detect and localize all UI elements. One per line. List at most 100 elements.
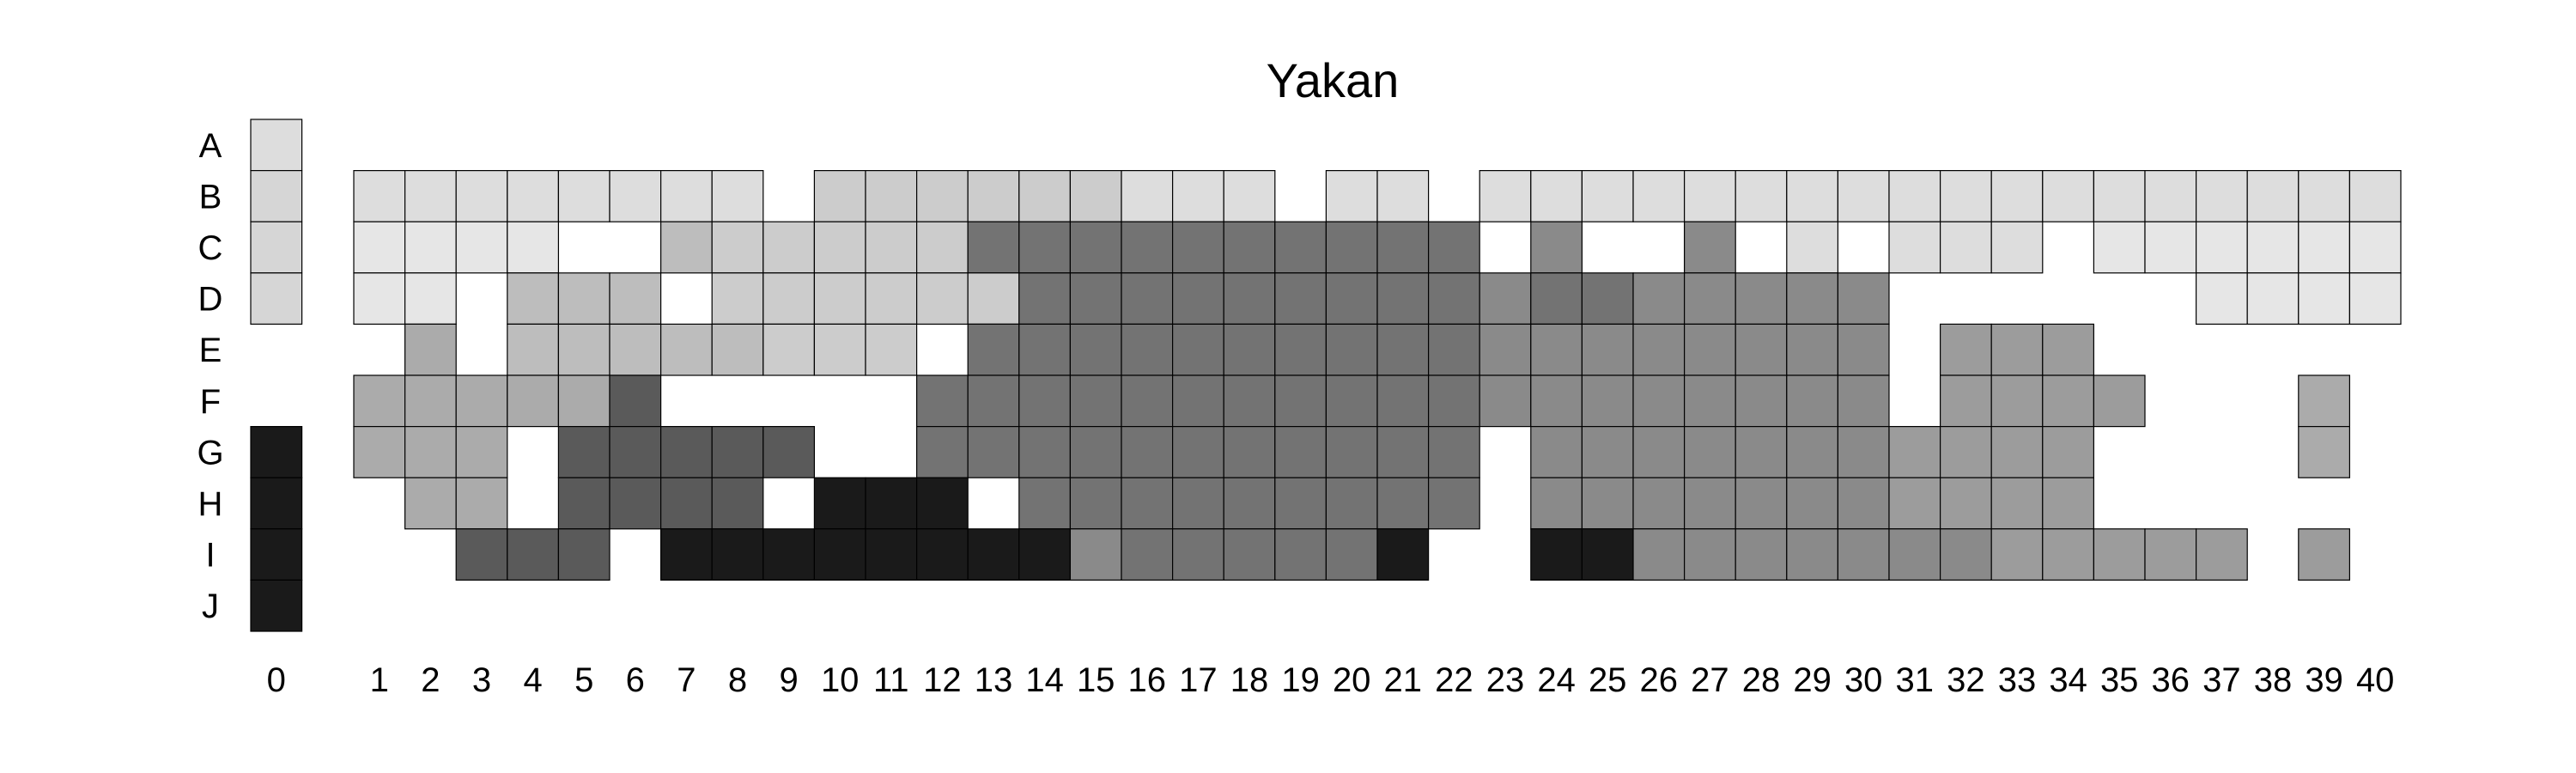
- heatmap-cell-F-30: [1837, 374, 1890, 428]
- heatmap-cell-G-25: [1581, 426, 1634, 478]
- heatmap-cell-C-11: [865, 221, 918, 274]
- heatmap-cell-F-29: [1786, 374, 1839, 428]
- heatmap-cell-C-33: [1990, 221, 2044, 274]
- heatmap-cell-I-25: [1581, 528, 1634, 581]
- heatmap-cell-H-27: [1683, 477, 1736, 530]
- heatmap-cell-B-23: [1479, 170, 1532, 222]
- row-label-E: E: [199, 332, 222, 369]
- heatmap-cell-D-26: [1632, 272, 1686, 325]
- heatmap-cell-H-30: [1837, 477, 1890, 530]
- heatmap-cell-I-13: [967, 528, 1020, 581]
- heatmap-cell-C-27: [1683, 221, 1736, 274]
- heatmap-cell-E-25: [1581, 323, 1634, 376]
- heatmap-cell-C-19: [1274, 221, 1327, 274]
- heatmap-cell-D-20: [1325, 272, 1378, 325]
- heatmap-cell-B-8: [711, 170, 764, 222]
- heatmap-cell-G-29: [1786, 426, 1839, 478]
- column-label-10: 10: [821, 661, 860, 699]
- heatmap-cells: [250, 119, 2402, 632]
- heatmap-cell-H-15: [1069, 477, 1122, 530]
- column-label-38: 38: [2254, 661, 2293, 699]
- column-label-4: 4: [523, 661, 542, 699]
- heatmap-cell-B-20: [1325, 170, 1378, 222]
- column-label-25: 25: [1589, 661, 1627, 699]
- heatmap-cell-I-4: [507, 528, 559, 581]
- heatmap-cell-I-5: [557, 528, 611, 581]
- heatmap-cell-D-0: [250, 272, 303, 325]
- column-labels: 0 1 2 3 4 5 6 7 8 9 10 11 12 13 14 15 16 17 18 19 20 21 22 23 24…: [267, 661, 2395, 699]
- row-label-D: D: [198, 281, 223, 319]
- heatmap-cell-E-26: [1632, 323, 1686, 376]
- heatmap-cell-I-11: [865, 528, 918, 581]
- heatmap-cell-H-28: [1735, 477, 1788, 530]
- heatmap-cell-F-17: [1171, 374, 1224, 428]
- heatmap-cell-G-2: [404, 426, 457, 478]
- heatmap-cell-B-2: [404, 170, 457, 222]
- heatmap-cell-B-24: [1530, 170, 1583, 222]
- heatmap-cell-E-16: [1121, 323, 1174, 376]
- heatmap-cell-B-36: [2144, 170, 2197, 222]
- heatmap-cell-H-5: [557, 477, 611, 530]
- heatmap-cell-F-16: [1121, 374, 1174, 428]
- heatmap-cell-E-21: [1376, 323, 1430, 376]
- heatmap-cell-D-37: [2196, 272, 2248, 325]
- heatmap-cell-B-25: [1581, 170, 1634, 222]
- heatmap-cell-B-5: [557, 170, 611, 222]
- heatmap-cell-F-25: [1581, 374, 1634, 428]
- heatmap-cell-G-0: [250, 426, 303, 478]
- heatmap-cell-D-5: [557, 272, 611, 325]
- heatmap-cell-D-4: [507, 272, 559, 325]
- heatmap-cell-I-32: [1940, 528, 1992, 581]
- heatmap-cell-D-16: [1121, 272, 1174, 325]
- heatmap-cell-B-38: [2246, 170, 2300, 222]
- heatmap-cell-B-16: [1121, 170, 1174, 222]
- heatmap-cell-D-10: [813, 272, 866, 325]
- heatmap-cell-H-11: [865, 477, 918, 530]
- heatmap-cell-H-19: [1274, 477, 1327, 530]
- column-label-8: 8: [728, 661, 747, 699]
- heatmap-cell-C-7: [659, 221, 713, 274]
- heatmap-cell-C-22: [1427, 221, 1480, 274]
- heatmap-cell-C-10: [813, 221, 866, 274]
- column-label-19: 19: [1281, 661, 1320, 699]
- heatmap-cell-E-8: [711, 323, 764, 376]
- heatmap-cell-G-1: [353, 426, 406, 478]
- heatmap-cell-H-29: [1786, 477, 1839, 530]
- heatmap-cell-B-32: [1940, 170, 1992, 222]
- heatmap-cell-E-19: [1274, 323, 1327, 376]
- heatmap-cell-I-17: [1171, 528, 1224, 581]
- column-label-15: 15: [1077, 661, 1115, 699]
- heatmap-cell-A-0: [250, 119, 303, 172]
- heatmap-cell-D-18: [1223, 272, 1276, 325]
- heatmap-cell-F-13: [967, 374, 1020, 428]
- heatmap-cell-F-14: [1018, 374, 1072, 428]
- heatmap-cell-B-17: [1171, 170, 1224, 222]
- heatmap-cell-H-22: [1427, 477, 1480, 530]
- heatmap-cell-C-32: [1940, 221, 1992, 274]
- heatmap-cell-E-27: [1683, 323, 1736, 376]
- heatmap-cell-D-21: [1376, 272, 1430, 325]
- heatmap-cell-B-26: [1632, 170, 1686, 222]
- heatmap-cell-C-38: [2246, 221, 2300, 274]
- column-label-3: 3: [472, 661, 491, 699]
- heatmap-cell-F-21: [1376, 374, 1430, 428]
- heatmap-cell-I-33: [1990, 528, 2044, 581]
- heatmap-cell-D-1: [353, 272, 406, 325]
- column-label-13: 13: [975, 661, 1013, 699]
- heatmap-cell-C-29: [1786, 221, 1839, 274]
- heatmap-cell-G-19: [1274, 426, 1327, 478]
- heatmap-cell-B-13: [967, 170, 1020, 222]
- heatmap-cell-E-22: [1427, 323, 1480, 376]
- column-label-24: 24: [1537, 661, 1576, 699]
- heatmap-cell-D-38: [2246, 272, 2300, 325]
- heatmap-cell-B-30: [1837, 170, 1890, 222]
- heatmap-cell-D-8: [711, 272, 764, 325]
- heatmap-cell-H-31: [1888, 477, 1941, 530]
- heatmap-cell-C-36: [2144, 221, 2197, 274]
- heatmap-cell-G-9: [762, 426, 815, 478]
- heatmap-cell-F-12: [915, 374, 969, 428]
- heatmap-cell-C-16: [1121, 221, 1174, 274]
- heatmap-cell-E-32: [1940, 323, 1992, 376]
